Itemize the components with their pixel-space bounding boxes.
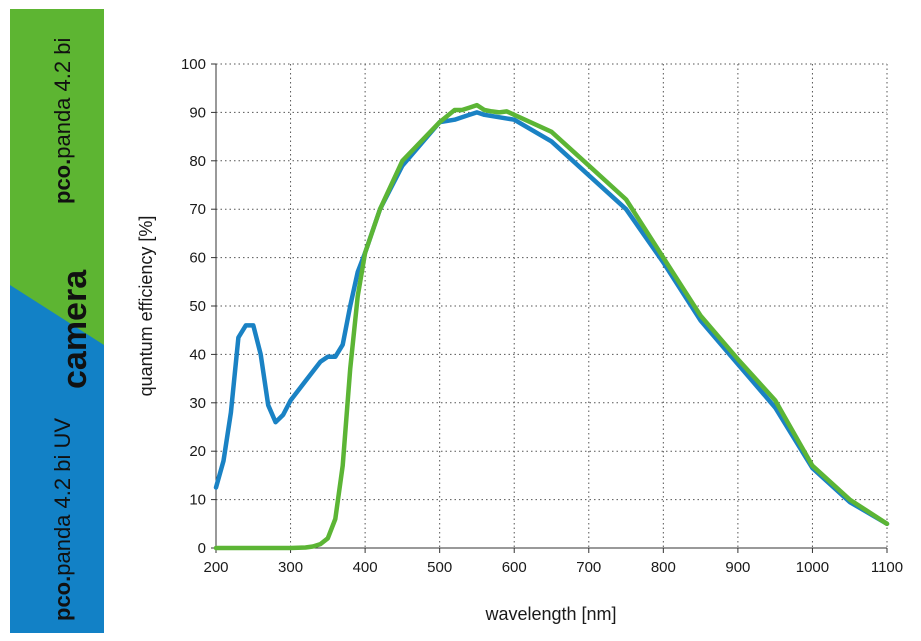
x-tick-label: 800 — [651, 559, 676, 576]
x-tick-label: 200 — [203, 559, 228, 576]
x-tick-label: 700 — [576, 559, 601, 576]
y-tick-label: 10 — [189, 492, 206, 509]
y-tick-label: 20 — [189, 443, 206, 460]
y-tick-label: 90 — [189, 104, 206, 121]
banner-bottom-product-label: pco.panda 4.2 bi UV — [50, 418, 75, 621]
product-banner: pco.panda 4.2 bi camera pco.panda 4.2 bi… — [10, 9, 104, 633]
y-tick-label: 100 — [181, 56, 206, 73]
banner-camera-word: camera — [56, 269, 94, 389]
series-line-bi — [213, 102, 890, 551]
x-tick-label: 300 — [278, 559, 303, 576]
x-tick-labels: 200 300 400 500 600 700 800 900 1000 1100 — [203, 548, 903, 576]
y-tick-label: 40 — [189, 346, 206, 363]
x-tick-label: 600 — [502, 559, 527, 576]
x-axis-title: wavelength [nm] — [484, 604, 616, 624]
y-tick-label: 60 — [189, 250, 206, 267]
series-layer — [213, 102, 890, 551]
y-tick-label: 70 — [189, 201, 206, 218]
y-axis-title: quantum efficiency [%] — [136, 216, 156, 397]
y-tick-label: 50 — [189, 298, 206, 315]
plot-area — [216, 64, 887, 548]
x-tick-label: 500 — [427, 559, 452, 576]
x-tick-label: 900 — [725, 559, 750, 576]
banner-blue-panel — [10, 285, 104, 633]
y-tick-label: 30 — [189, 395, 206, 412]
banner-top-product-label: pco.panda 4.2 bi — [50, 38, 75, 204]
x-tick-label: 1100 — [871, 559, 903, 576]
y-tick-label: 80 — [189, 153, 206, 170]
x-tick-label: 400 — [353, 559, 378, 576]
y-tick-label: 0 — [198, 540, 206, 557]
x-tick-label: 1000 — [796, 559, 829, 576]
y-tick-labels: 0 10 20 30 40 50 60 70 80 90 100 — [181, 56, 216, 557]
